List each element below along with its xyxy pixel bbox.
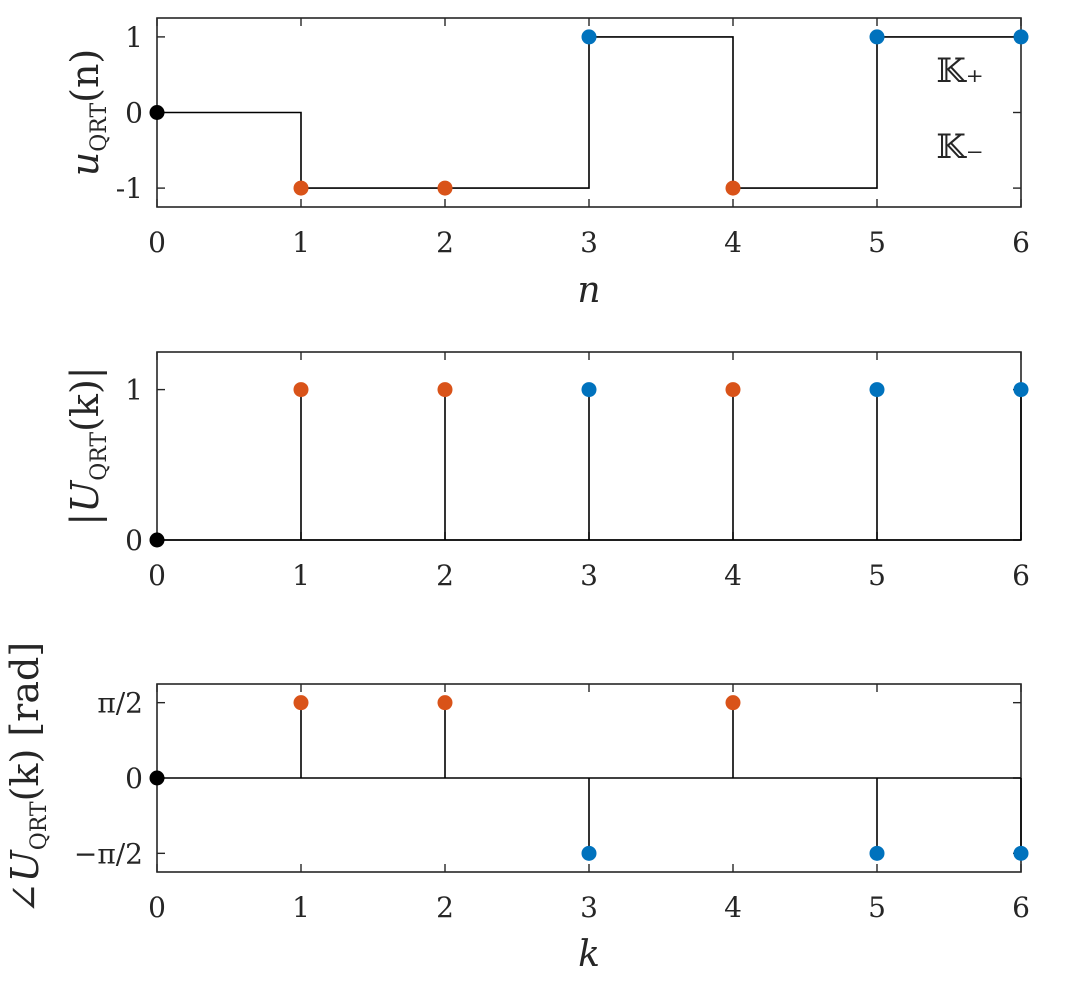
x-tick-label: 3: [580, 559, 598, 592]
series-line: [157, 36, 1021, 189]
x-tick-label: 1: [292, 559, 310, 592]
data-point-origin: [149, 532, 165, 548]
subplot-2: 0 1 2 3 4 5 6 1 0 |UQRT(k)|: [63, 351, 1030, 592]
x-axis-label: k: [578, 934, 600, 975]
data-point-k-minus: [437, 180, 453, 196]
x-tick-label: 6: [1012, 226, 1030, 259]
subplot-3: 0 1 2 3 4 5 6π/20−π/2∠UQRT(k) [rad]k: [3, 642, 1030, 975]
y-tick-label: 1: [125, 21, 143, 54]
y-tick-label: -1: [116, 172, 143, 205]
x-tick-label: 2: [436, 891, 454, 924]
data-point-k-plus: [869, 29, 885, 45]
data-point-k-plus: [1013, 382, 1029, 398]
x-tick-label: 5: [868, 559, 886, 592]
legend-k-plus: 𝕂₊: [936, 51, 984, 91]
data-point-k-minus: [725, 695, 741, 711]
data-point-k-plus: [1013, 845, 1029, 861]
x-axis-label: n: [577, 270, 600, 311]
x-tick-label: 4: [724, 891, 742, 924]
x-tick-label: 4: [724, 226, 742, 259]
x-tick-label: 5: [868, 226, 886, 259]
x-tick-label: 3: [580, 891, 598, 924]
data-point-origin: [149, 770, 165, 786]
x-tick-label: 5: [868, 891, 886, 924]
data-point-k-plus: [581, 29, 597, 45]
x-tick-label: 6: [1012, 891, 1030, 924]
data-point-k-minus: [437, 695, 453, 711]
y-tick-label: 1: [125, 374, 143, 407]
x-tick-label: 0: [148, 891, 166, 924]
data-point-k-minus: [437, 382, 453, 398]
data-point-k-plus: [869, 845, 885, 861]
data-point-k-minus: [725, 180, 741, 196]
data-point-k-plus: [581, 845, 597, 861]
data-point-k-plus: [869, 382, 885, 398]
y-axis-label: |UQRT(k)|: [63, 366, 112, 525]
y-axis-label: uQRT(n): [63, 49, 112, 177]
y-tick-label: −π/2: [74, 837, 143, 870]
y-tick-label: π/2: [97, 687, 143, 720]
y-tick-label: 0: [125, 524, 143, 557]
x-tick-label: 2: [436, 559, 454, 592]
x-tick-label: 4: [724, 559, 742, 592]
x-tick-label: 6: [1012, 559, 1030, 592]
data-point-k-plus: [1013, 29, 1029, 45]
data-point-k-minus: [725, 382, 741, 398]
data-point-k-minus: [293, 695, 309, 711]
x-tick-label: 2: [436, 226, 454, 259]
x-tick-label: 0: [148, 559, 166, 592]
x-tick-label: 1: [292, 891, 310, 924]
data-point-k-plus: [581, 382, 597, 398]
y-tick-label: 0: [125, 762, 143, 795]
data-point-origin: [149, 105, 165, 120]
data-point-k-minus: [293, 180, 309, 196]
data-point-k-minus: [293, 382, 309, 398]
y-tick-label: 0: [125, 97, 143, 130]
x-tick-label: 0: [148, 226, 166, 259]
x-tick-label: 1: [292, 226, 310, 259]
x-tick-label: 3: [580, 226, 598, 259]
legend: 𝕂₊ 𝕂₋: [936, 51, 984, 167]
legend-k-minus: 𝕂₋: [936, 127, 984, 167]
y-axis-label: ∠UQRT(k) [rad]: [3, 642, 52, 914]
